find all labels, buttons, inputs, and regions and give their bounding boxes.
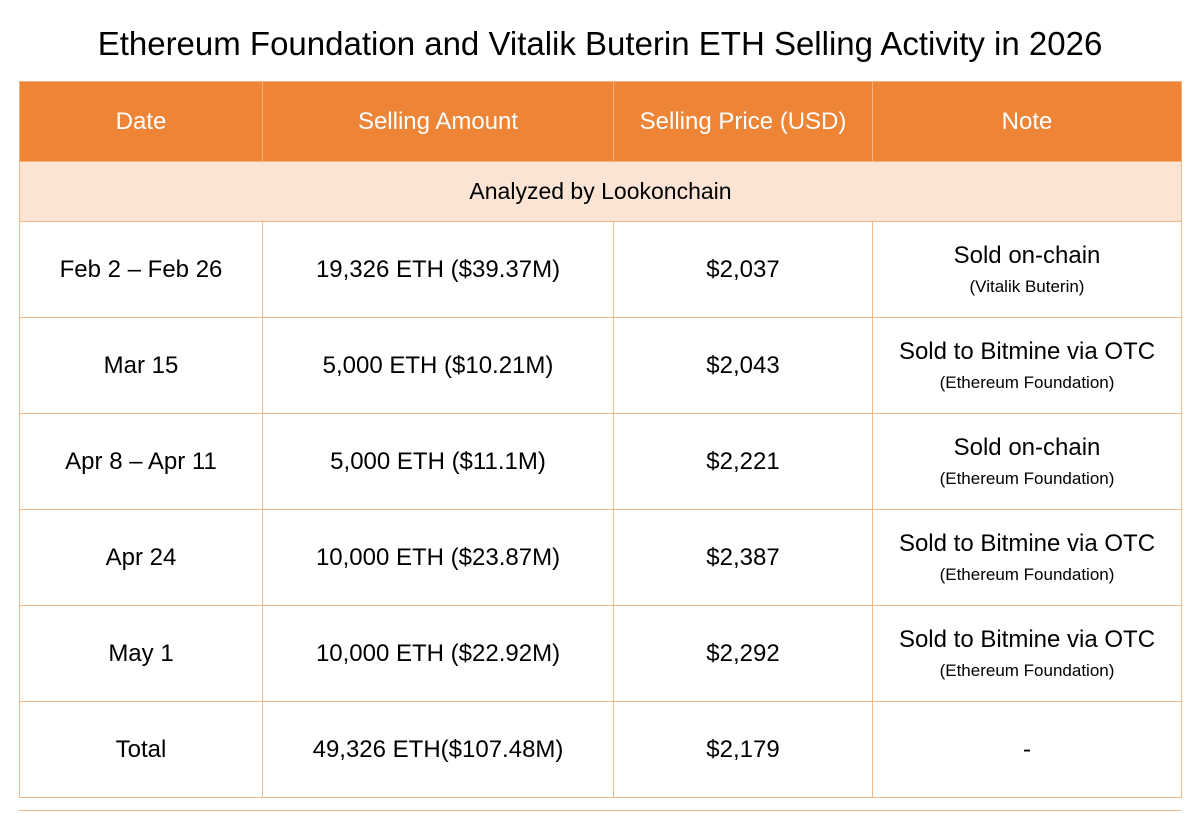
column-header-selling-price: Selling Price (USD) xyxy=(613,81,873,162)
column-header-note: Note xyxy=(872,81,1182,162)
note-text: Sold on-chain xyxy=(953,241,1101,269)
selling-amount-cell: 19,326 ETH ($39.37M) xyxy=(262,221,614,318)
note-text: Sold to Bitmine via OTC xyxy=(898,337,1156,365)
selling-amount-cell: 10,000 ETH ($22.92M) xyxy=(262,605,614,702)
selling-amount-cell: 10,000 ETH ($23.87M) xyxy=(262,509,614,606)
analyzed-by-label: Analyzed by Lookonchain xyxy=(19,161,1182,222)
note-text: Sold on-chain xyxy=(953,433,1101,461)
total-note-cell: - xyxy=(872,701,1182,798)
column-header-date: Date xyxy=(19,81,263,162)
note-entity: (Vitalik Buterin) xyxy=(969,276,1085,296)
analyzed-by-row: Analyzed by Lookonchain xyxy=(19,161,1182,222)
note-entity: (Ethereum Foundation) xyxy=(939,564,1115,584)
total-amount-cell: 49,326 ETH($107.48M) xyxy=(262,701,614,798)
note-entity: (Ethereum Foundation) xyxy=(939,468,1115,488)
selling-price-cell: $2,221 xyxy=(613,413,873,510)
selling-amount-cell: 5,000 ETH ($11.1M) xyxy=(262,413,614,510)
note-entity: (Ethereum Foundation) xyxy=(939,660,1115,680)
date-cell: Feb 2 – Feb 26 xyxy=(19,221,263,318)
note-cell: Sold to Bitmine via OTC (Ethereum Founda… xyxy=(872,605,1182,702)
total-row: Total 49,326 ETH($107.48M) $2,179 - xyxy=(19,701,1182,798)
table-row: May 1 10,000 ETH ($22.92M) $2,292 Sold t… xyxy=(19,605,1182,702)
page-title: Ethereum Foundation and Vitalik Buterin … xyxy=(97,25,1103,62)
note-cell: Sold to Bitmine via OTC (Ethereum Founda… xyxy=(872,509,1182,606)
table-row: Mar 15 5,000 ETH ($10.21M) $2,043 Sold t… xyxy=(19,317,1182,414)
selling-price-cell: $2,292 xyxy=(613,605,873,702)
total-price-cell: $2,179 xyxy=(613,701,873,798)
selling-price-cell: $2,043 xyxy=(613,317,873,414)
date-cell: May 1 xyxy=(19,605,263,702)
selling-activity-table: Date Selling Amount Selling Price (USD) … xyxy=(19,81,1182,798)
bottom-divider xyxy=(19,810,1181,811)
note-text: Sold to Bitmine via OTC xyxy=(898,529,1156,557)
table-row: Feb 2 – Feb 26 19,326 ETH ($39.37M) $2,0… xyxy=(19,221,1182,318)
table-body: Analyzed by Lookonchain Feb 2 – Feb 26 1… xyxy=(19,161,1182,798)
table-header: Date Selling Amount Selling Price (USD) … xyxy=(19,81,1182,162)
note-cell: Sold on-chain (Ethereum Foundation) xyxy=(872,413,1182,510)
date-cell: Apr 24 xyxy=(19,509,263,606)
note-cell: Sold to Bitmine via OTC (Ethereum Founda… xyxy=(872,317,1182,414)
date-cell: Apr 8 – Apr 11 xyxy=(19,413,263,510)
note-cell: Sold on-chain (Vitalik Buterin) xyxy=(872,221,1182,318)
header-row: Date Selling Amount Selling Price (USD) … xyxy=(19,81,1182,162)
selling-price-cell: $2,387 xyxy=(613,509,873,606)
date-cell: Mar 15 xyxy=(19,317,263,414)
selling-price-cell: $2,037 xyxy=(613,221,873,318)
selling-amount-cell: 5,000 ETH ($10.21M) xyxy=(262,317,614,414)
column-header-selling-amount: Selling Amount xyxy=(262,81,614,162)
table-row: Apr 8 – Apr 11 5,000 ETH ($11.1M) $2,221… xyxy=(19,413,1182,510)
total-label: Total xyxy=(19,701,263,798)
note-entity: (Ethereum Foundation) xyxy=(939,372,1115,392)
table-row: Apr 24 10,000 ETH ($23.87M) $2,387 Sold … xyxy=(19,509,1182,606)
note-text: Sold to Bitmine via OTC xyxy=(898,625,1156,653)
